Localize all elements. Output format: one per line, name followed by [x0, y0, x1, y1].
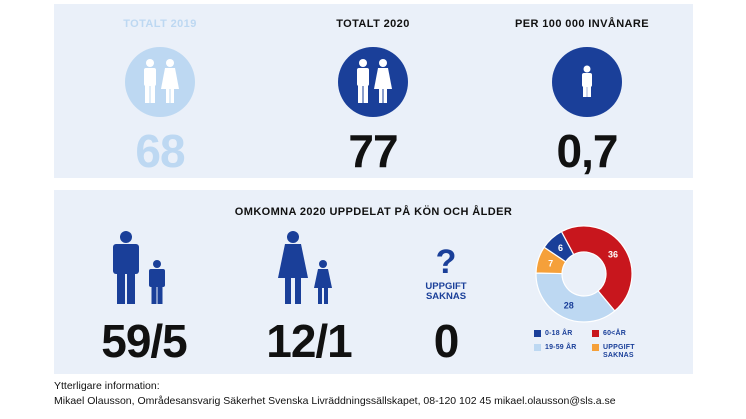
women-girls-value: 12/1 [266, 315, 353, 367]
total-2020-title: TOTALT 2020 [336, 18, 410, 30]
unknown-label: UPPGIFT SAKNAS [406, 281, 486, 303]
footer-contact: Mikael Olausson, Områdesansvarig Säkerhe… [54, 395, 616, 407]
total-2019-title: TOTALT 2019 [123, 18, 197, 30]
legend-60plus: 60<ÅR [592, 330, 626, 338]
unknown-label-line1: UPPGIFT [425, 281, 467, 292]
legend-swatch-0-18 [534, 330, 541, 337]
per-100000-value: 0,7 [556, 125, 619, 177]
breakdown-title: OMKOMNA 2020 UPPDELAT PÅ KÖN OCH ÅLDER [234, 206, 513, 218]
breakdown-panel: OMKOMNA 2020 UPPDELAT PÅ KÖN OCH ÅLDER 5… [54, 190, 693, 374]
legend-19-59: 19-59 ÅR [534, 344, 577, 352]
slice-0-18 [543, 230, 575, 263]
footer-info-heading: Ytterligare information: [54, 380, 160, 392]
slice-19-59-label: 28 [564, 301, 574, 311]
legend-swatch-unknown [592, 344, 599, 351]
totals-panel: TOTALT 2019 68 TOTALT 2020 [54, 4, 693, 178]
age-donut-chart: 36 28 76 [535, 225, 633, 323]
legend-swatch-19-59 [534, 344, 541, 351]
total-2020-circle [338, 47, 408, 117]
total-2020-value: 77 [348, 125, 398, 177]
legend-swatch-60plus [592, 330, 599, 337]
slice-unknown-label: 7 [548, 258, 553, 268]
slice-19-59 [535, 272, 616, 323]
per-100000-title: PER 100 000 INVÅNARE [515, 18, 649, 30]
per-100000-circle [552, 47, 622, 117]
woman-girl-icon [278, 231, 332, 304]
unknown-label-line2: SAKNAS [425, 291, 467, 303]
unknown-value: 0 [433, 315, 460, 367]
man-woman-icon [357, 59, 392, 103]
slice-60plus-label: 36 [608, 249, 618, 259]
man-woman-icon [144, 59, 179, 103]
total-2019-value: 68 [135, 125, 185, 177]
total-2019-circle [125, 47, 195, 117]
legend-unknown: UPPGIFT SAKNAS [592, 344, 652, 361]
men-boys-value: 59/5 [101, 315, 188, 367]
man-icon [582, 65, 592, 97]
slice-60plus [560, 225, 633, 312]
man-boy-icon [113, 231, 165, 304]
legend-0-18: 0-18 ÅR [534, 330, 572, 338]
question-mark-icon: ? [435, 243, 457, 281]
slice-0-18-label: 6 [558, 243, 563, 253]
